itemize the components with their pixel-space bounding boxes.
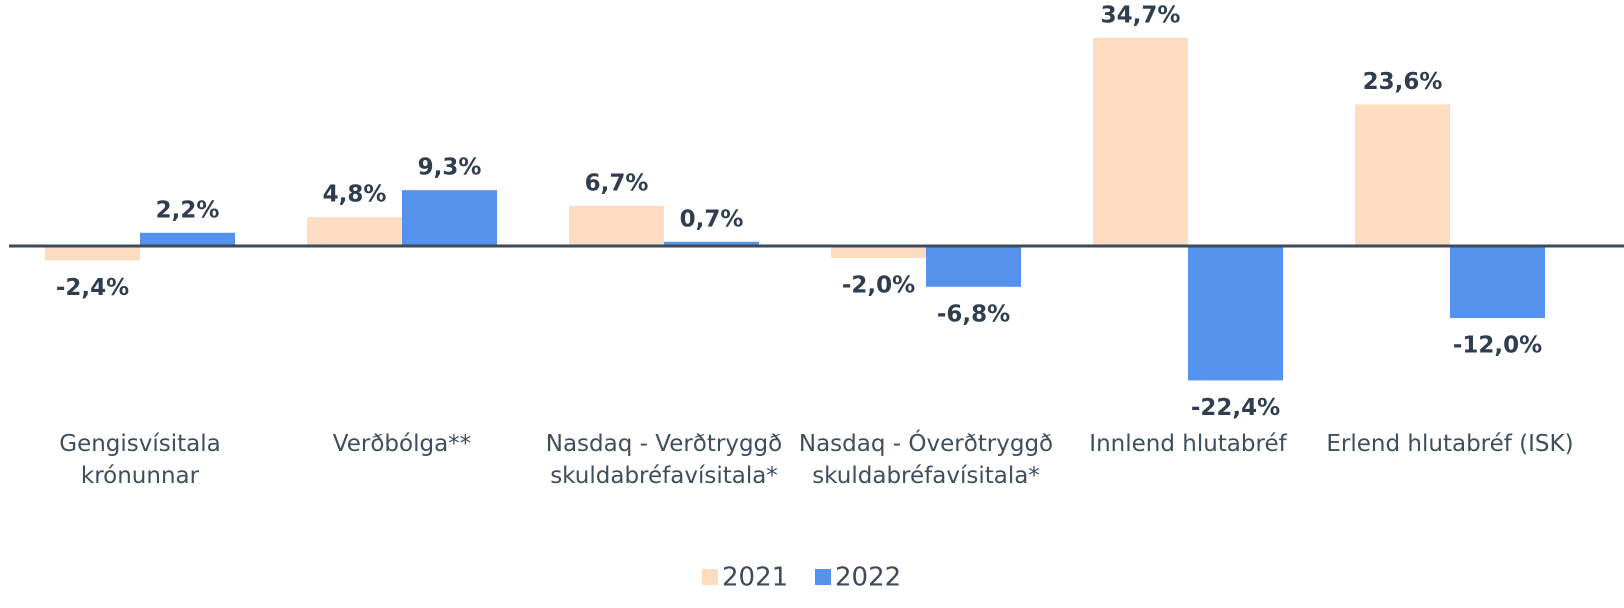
legend-swatch <box>702 569 718 585</box>
data-label: 4,8% <box>323 182 387 208</box>
data-label: -6,8% <box>937 301 1010 327</box>
x-tick-label: Nasdaq - Verðtryggð skuldabréfavísitala* <box>545 431 783 489</box>
x-tick-label: Innlend hlutabréf <box>1089 431 1287 457</box>
bar <box>140 232 235 246</box>
legend-label: 2022 <box>835 563 901 593</box>
data-label: -2,0% <box>842 273 915 299</box>
data-label: -12,0% <box>1453 333 1542 359</box>
legend-swatch <box>815 569 831 585</box>
data-label: 9,3% <box>418 155 482 181</box>
data-label: 0,7% <box>680 206 744 232</box>
data-label: 6,7% <box>585 170 649 196</box>
bar <box>1355 104 1450 247</box>
bar <box>1093 37 1188 246</box>
bar <box>1188 246 1283 381</box>
bar <box>307 217 402 246</box>
bar <box>664 241 759 246</box>
bar <box>45 246 140 261</box>
x-tick-label: Verðbólga** <box>332 431 472 457</box>
data-label: 34,7% <box>1101 2 1181 28</box>
bar <box>402 190 497 246</box>
data-label: 23,6% <box>1363 69 1443 95</box>
legend-label: 2021 <box>722 563 788 593</box>
data-label: -2,4% <box>56 275 129 301</box>
bar <box>831 246 926 258</box>
x-tick-label: Erlend hlutabréf (ISK) <box>1326 431 1574 457</box>
data-label: -22,4% <box>1191 395 1280 421</box>
bar <box>569 205 664 246</box>
x-tick-label: Gengisvísitala krónunnar <box>59 431 221 489</box>
data-label: 2,2% <box>156 197 220 223</box>
bar <box>1450 246 1545 318</box>
x-tick-label: Nasdaq - Óverðtryggð skuldabréfavísitala… <box>798 431 1054 489</box>
bar <box>926 246 1021 287</box>
